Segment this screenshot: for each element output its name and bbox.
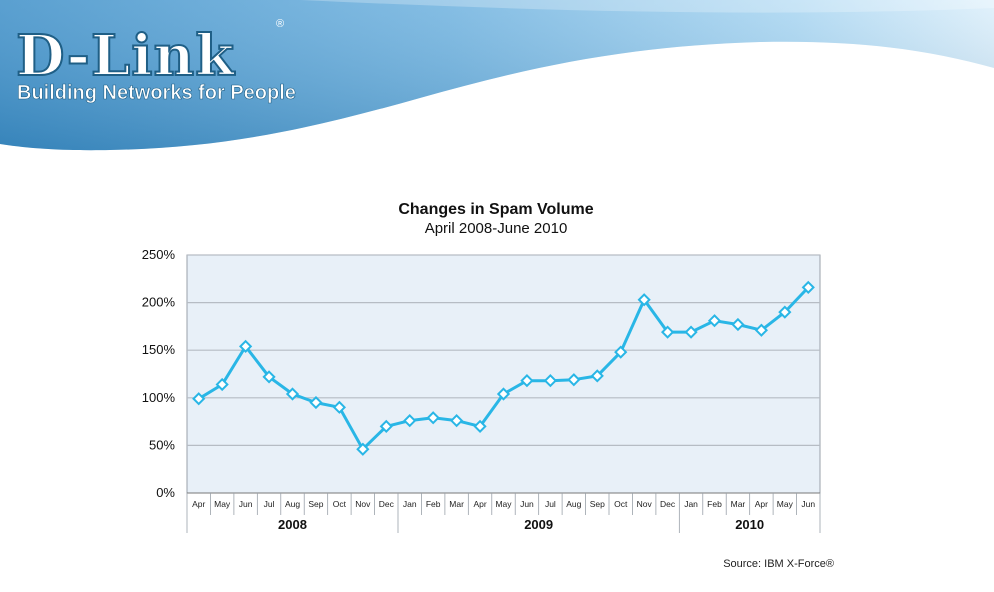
x-tick-label: Jul	[545, 499, 556, 509]
header-banner: D-Link ® Building Networks for People	[0, 0, 994, 151]
x-tick-label: Oct	[333, 499, 347, 509]
x-tick-label: Jun	[801, 499, 815, 509]
x-tick-label: Dec	[660, 499, 676, 509]
data-point	[356, 442, 370, 456]
x-tick-label: Jun	[239, 499, 253, 509]
source-note: Source: IBM X-Force®	[723, 558, 834, 570]
x-tick-label: Jan	[684, 499, 698, 509]
data-point	[754, 323, 769, 337]
x-tick-label: Apr	[473, 499, 486, 509]
data-point	[262, 370, 276, 384]
x-tick-label: Jul	[264, 499, 275, 509]
data-point	[614, 345, 628, 359]
x-tick-label: May	[777, 499, 794, 509]
y-tick-label: 100%	[142, 390, 176, 405]
x-tick-label: Nov	[355, 499, 371, 509]
data-point	[285, 387, 300, 401]
x-tick-label: Jan	[403, 499, 417, 509]
x-tick-label: May	[495, 499, 512, 509]
data-point	[473, 419, 487, 433]
plot-area: 0% 50% 100% 150% 200% 250% Apr May Jun Jul Aug Sep O…	[142, 247, 821, 533]
x-tick-label: Jun	[520, 499, 534, 509]
data-point	[332, 400, 347, 414]
plot-background	[186, 254, 821, 494]
data-point	[496, 387, 511, 401]
data-point	[684, 325, 698, 339]
data-point	[520, 374, 534, 388]
x-tick-label: Oct	[614, 499, 628, 509]
x-tick-label: Apr	[755, 499, 768, 509]
data-point	[379, 419, 393, 433]
data-point	[707, 314, 722, 328]
data-point	[309, 395, 323, 410]
x-tick-label: Nov	[637, 499, 653, 509]
data-point	[426, 411, 440, 425]
data-point	[778, 305, 792, 319]
banner-highlight	[300, 0, 994, 13]
x-tick-label: Dec	[379, 499, 395, 509]
banner-wave-shade	[0, 0, 994, 151]
data-point	[192, 392, 206, 406]
x-tick-label: Mar	[449, 499, 464, 509]
x-tick-label: Sep	[590, 499, 605, 509]
data-point	[660, 325, 675, 339]
data-point	[801, 280, 815, 294]
data-point	[590, 369, 604, 383]
brand-logo: D-Link	[16, 23, 235, 89]
year-label: 2010	[735, 517, 764, 532]
x-tick-label: Apr	[192, 499, 205, 509]
brand-tagline: Building Networks for People	[17, 82, 296, 104]
year-label: 2009	[524, 517, 553, 532]
x-tick-label: Aug	[566, 499, 581, 509]
x-tick-label: Feb	[707, 499, 722, 509]
data-point	[449, 414, 464, 428]
data-point	[403, 414, 417, 428]
y-tick-label: 150%	[142, 342, 176, 357]
x-tick-label: May	[214, 499, 231, 509]
data-point	[567, 373, 581, 387]
x-tick-label: Aug	[285, 499, 300, 509]
data-point	[731, 317, 745, 332]
y-tick-label: 250%	[142, 247, 176, 262]
x-tick-label: Feb	[426, 499, 441, 509]
y-tick-label: 0%	[156, 485, 175, 500]
x-tick-label: Mar	[731, 499, 746, 509]
data-point	[637, 293, 651, 307]
chart-title: Changes in Spam Volume	[398, 201, 593, 218]
registered-mark: ®	[276, 18, 284, 30]
y-tick-label: 50%	[149, 437, 175, 452]
x-tick-label: Sep	[308, 499, 323, 509]
chart-subtitle: April 2008-June 2010	[425, 220, 568, 237]
data-point	[543, 374, 558, 388]
data-point	[215, 377, 229, 392]
year-label: 2008	[278, 517, 307, 532]
y-tick-label: 200%	[142, 295, 176, 310]
data-point	[238, 339, 253, 354]
